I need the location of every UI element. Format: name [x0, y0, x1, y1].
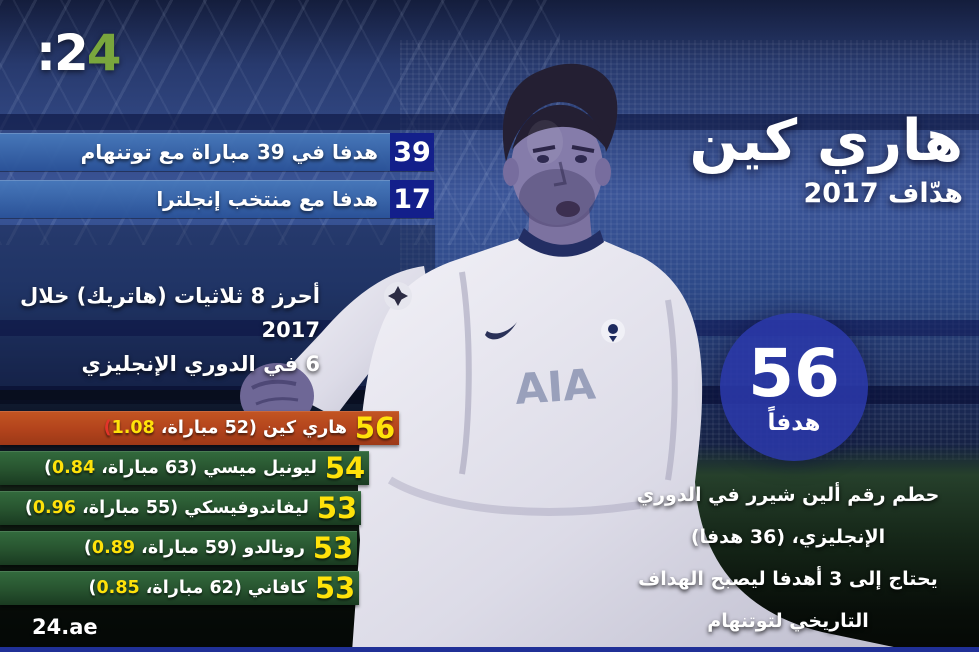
- ranking-desc: ليونيل ميسي (63 مباراة، 0.84): [44, 458, 317, 478]
- ranking-desc: هاري كين (52 مباراة، 1.08): [104, 418, 347, 438]
- ranking-goals: 53: [312, 531, 354, 565]
- ranking-desc: ليفاندوفيسكي (55 مباراة، 0.96): [25, 498, 309, 518]
- ranking-row-lewandowski: 53 ليفاندوفيسكي (55 مباراة، 0.96): [0, 491, 361, 525]
- ranking-row-messi: 54 ليونيل ميسي (63 مباراة، 0.84): [0, 451, 369, 485]
- goals-per-match-value: 0.85: [96, 578, 140, 598]
- ranking-text: هاري كين (52 مباراة،: [154, 418, 347, 438]
- stat-value-badge: 17: [390, 180, 434, 218]
- goals-per-match-value: 0.89: [91, 538, 136, 558]
- player-jersey: [352, 238, 908, 652]
- goals-per-match-value: 1.08: [111, 418, 155, 438]
- logo-colon-2: :2: [36, 24, 89, 82]
- hattrick-line-2: 6 في الدوري الإنجليزي: [81, 352, 320, 376]
- stat-value-badge: 39: [390, 133, 434, 171]
- page-title: هاري كين: [689, 108, 963, 174]
- bottom-accent-strip: [0, 647, 979, 652]
- ranking-goals: 54: [324, 451, 366, 485]
- player-eye: [537, 155, 549, 163]
- closing-paren: ): [103, 418, 112, 438]
- stadium-tier-band: [0, 114, 979, 130]
- ranking-text: ليونيل ميسي (63 مباراة،: [95, 458, 317, 478]
- closing-paren: ): [43, 458, 52, 478]
- record-footnote: حطم رقم ألين شيرر في الدوري الإنجليزي، (…: [602, 474, 974, 652]
- player-eye: [575, 155, 587, 163]
- title-block: هاري كين هدّاف 2017: [689, 108, 964, 209]
- website-url: 24.ae: [32, 615, 98, 639]
- total-goals-value: 56: [748, 334, 840, 412]
- hattrick-note: أحرز 8 ثلاثيات (هاتريك) خلال 2017 6 في ا…: [18, 279, 320, 381]
- page-subtitle: هدّاف 2017: [803, 177, 964, 209]
- goals-per-match-value: 0.96: [32, 498, 77, 518]
- hattrick-line-1: أحرز 8 ثلاثيات (هاتريك) خلال 2017: [20, 284, 320, 342]
- ranking-desc: رونالدو (59 مباراة، 0.89): [84, 538, 305, 558]
- logo-4: 4: [86, 24, 122, 82]
- ranking-goals: 53: [314, 571, 356, 605]
- ranking-text: كافاني (62 مباراة،: [139, 578, 307, 598]
- player-mouth: [556, 201, 580, 217]
- player-face: [511, 111, 603, 225]
- ranking-row-cavani: 53 كافاني (62 مباراة، 0.85): [0, 571, 359, 605]
- ranking-goals: 56: [354, 411, 396, 445]
- jersey-collar: [518, 228, 604, 257]
- ranking-text: رونالدو (59 مباراة،: [135, 538, 305, 558]
- ranking-row-ronaldo: 53 رونالدو (59 مباراة، 0.89): [0, 531, 357, 565]
- ranking-row-kane: 56 هاري كين (52 مباراة، 1.08): [0, 411, 399, 445]
- channel-24-logo: :24: [36, 24, 122, 82]
- nike-swoosh-icon: [485, 322, 517, 340]
- stat-label: هدفا في 39 مباراة مع توتنهام: [80, 140, 378, 164]
- footnote-line-1: حطم رقم ألين شيرر في الدوري الإنجليزي، (…: [636, 484, 940, 548]
- closing-paren: ): [24, 498, 33, 518]
- stat-label: هدفا مع منتخب إنجلترا: [156, 187, 378, 211]
- ranking-text: ليفاندوفيسكي (55 مباراة،: [76, 498, 309, 518]
- stat-bar-tottenham: 39 هدفا في 39 مباراة مع توتنهام: [0, 133, 434, 171]
- total-goals-label: هدفاً: [767, 409, 821, 436]
- player-hair: [502, 63, 618, 162]
- ranking-goals: 53: [316, 491, 358, 525]
- closing-paren: ): [88, 578, 97, 598]
- closing-paren: ): [83, 538, 92, 558]
- ranking-desc: كافاني (62 مباراة، 0.85): [89, 578, 308, 598]
- total-goals-circle: 56 هدفاً: [720, 313, 868, 461]
- footnote-line-2: يحتاج إلى 3 أهدفا ليصبح الهداف التاريخي …: [638, 568, 938, 632]
- goals-per-match-value: 0.84: [51, 458, 96, 478]
- stat-bar-england: 17 هدفا مع منتخب إنجلترا: [0, 180, 434, 218]
- jersey-sponsor-text: AIA: [513, 359, 597, 414]
